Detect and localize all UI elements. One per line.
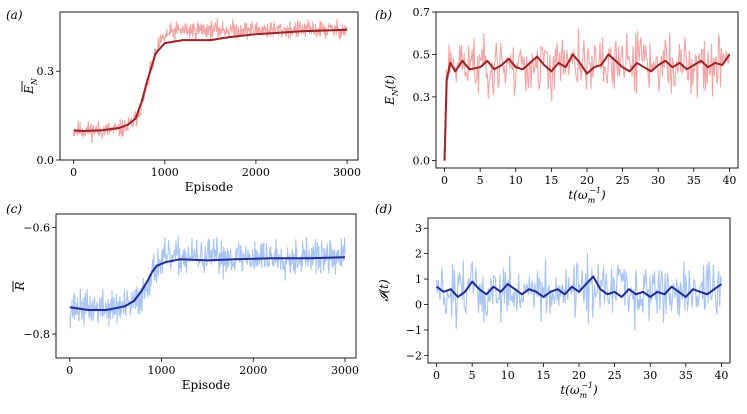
series-raw-line-a bbox=[73, 18, 348, 144]
x-axis-title-main: t(ω bbox=[568, 188, 588, 202]
y-tick-label-b: 0.5 bbox=[413, 48, 431, 61]
y-axis-title-a: EN bbox=[22, 77, 39, 95]
x-tick-label-b: 35 bbox=[687, 174, 701, 187]
x-tick-label-b: 30 bbox=[651, 174, 665, 187]
x-axis-title-main: t(ω bbox=[560, 383, 580, 397]
x-tick-label-c: 3000 bbox=[331, 364, 359, 377]
y-tick-label-b: 0.3 bbox=[413, 91, 431, 104]
x-tick-label-a: 0 bbox=[70, 166, 77, 179]
series-smoothed-line-a bbox=[73, 28, 348, 132]
axes-frame-c bbox=[55, 213, 357, 359]
y-axis-title-sub: N bbox=[30, 77, 39, 86]
y-axis-title-main: 𝓘(t) bbox=[377, 279, 391, 302]
panel-label-b: (b) bbox=[375, 8, 392, 22]
x-axis-title-sup: −1 bbox=[581, 381, 593, 390]
x-axis-title-sub: m bbox=[580, 391, 588, 400]
series-smoothed-line-c bbox=[69, 256, 346, 311]
plot-area-b bbox=[443, 28, 731, 161]
x-tick-label-d: 15 bbox=[536, 369, 550, 382]
x-axis-title-sub: m bbox=[588, 196, 596, 205]
y-tick-label-b: 0.0 bbox=[413, 155, 431, 168]
x-axis-title-d: t(ωm−1) bbox=[560, 381, 598, 400]
x-tick-label-c: 0 bbox=[66, 364, 73, 377]
panel-label-c: (c) bbox=[6, 202, 22, 216]
x-tick-label-b: 25 bbox=[616, 174, 630, 187]
x-tick-label-c: 2000 bbox=[239, 364, 267, 377]
plot-area-c bbox=[69, 234, 346, 329]
y-tick-label-b: 0.7 bbox=[413, 6, 431, 19]
x-axis-title-b: t(ωm−1) bbox=[568, 186, 606, 205]
x-axis-title-a: Episode bbox=[185, 180, 233, 194]
x-tick-label-d: 40 bbox=[714, 369, 728, 382]
series-smoothed-line-d bbox=[435, 275, 723, 298]
panel-a: 0 1000 2000 3000 0.0 0.3 (a) Episode EN bbox=[6, 8, 361, 194]
series-raw-line-c bbox=[69, 234, 346, 329]
y-tick-label-d: 1 bbox=[415, 273, 422, 286]
y-axis-title-c: R bbox=[13, 281, 27, 291]
x-axis-title-c: Episode bbox=[182, 378, 230, 392]
x-tick-label-a: 2000 bbox=[242, 166, 270, 179]
y-tick-label-a: 0.3 bbox=[37, 65, 55, 78]
plot-area-a bbox=[73, 18, 348, 144]
x-tick-label-a: 1000 bbox=[151, 166, 179, 179]
x-axis-title-close: ) bbox=[600, 188, 606, 202]
x-tick-label-a: 3000 bbox=[333, 166, 361, 179]
panel-label-d: (d) bbox=[375, 202, 392, 216]
y-tick-label-d: 0 bbox=[415, 298, 422, 311]
x-tick-label-d: 25 bbox=[608, 369, 622, 382]
y-tick-label-c: −0.8 bbox=[23, 328, 50, 341]
panel-b: 0 5 10 15 20 25 30 35 40 0.0 0.3 0.5 0.7 (b) t(ωm−1) EN… bbox=[375, 6, 739, 205]
series-smoothed-line-b bbox=[443, 53, 731, 161]
y-axis-title-main: R bbox=[13, 281, 27, 291]
plot-area-d bbox=[435, 252, 723, 331]
x-axis-title-close: ) bbox=[592, 383, 598, 397]
x-tick-label-c: 1000 bbox=[148, 364, 176, 377]
y-tick-label-a: 0.0 bbox=[37, 154, 55, 167]
x-tick-label-d: 5 bbox=[469, 369, 476, 382]
y-tick-label-c: −0.6 bbox=[23, 221, 50, 234]
y-axis-title-sub: N bbox=[391, 88, 400, 97]
y-axis-title-main: E bbox=[383, 96, 397, 106]
x-tick-label-d: 10 bbox=[501, 369, 515, 382]
axes-frame-a bbox=[59, 11, 359, 161]
y-tick-label-d: −1 bbox=[406, 324, 422, 337]
series-raw-line-d bbox=[435, 252, 723, 331]
y-tick-label-d: −2 bbox=[406, 349, 422, 362]
y-axis-title-b: EN(t) bbox=[383, 75, 400, 106]
y-axis-title-main: E bbox=[22, 85, 36, 95]
panel-c: 0 1000 2000 3000 −0.8 −0.6(c) Episode R bbox=[6, 202, 359, 392]
panel-label-a: (a) bbox=[6, 8, 23, 22]
x-tick-label-b: 15 bbox=[544, 174, 558, 187]
y-axis-title-d: 𝓘(t) bbox=[377, 279, 391, 302]
x-tick-label-d: 20 bbox=[572, 369, 586, 382]
x-tick-label-b: 0 bbox=[441, 174, 448, 187]
x-tick-label-d: 35 bbox=[679, 369, 693, 382]
y-tick-label-d: 3 bbox=[415, 222, 422, 235]
x-tick-label-b: 5 bbox=[477, 174, 484, 187]
x-tick-label-d: 30 bbox=[643, 369, 657, 382]
x-tick-label-b: 20 bbox=[580, 174, 594, 187]
x-tick-label-b: 40 bbox=[722, 174, 736, 187]
axes-frame-b bbox=[435, 11, 739, 169]
y-tick-label-d: 2 bbox=[415, 248, 422, 261]
x-axis-title-sup: −1 bbox=[589, 186, 601, 195]
x-tick-label-b: 10 bbox=[509, 174, 523, 187]
x-tick-label-d: 0 bbox=[433, 369, 440, 382]
y-axis-title-rest: (t) bbox=[383, 75, 397, 90]
series-raw-line-b bbox=[443, 28, 731, 161]
